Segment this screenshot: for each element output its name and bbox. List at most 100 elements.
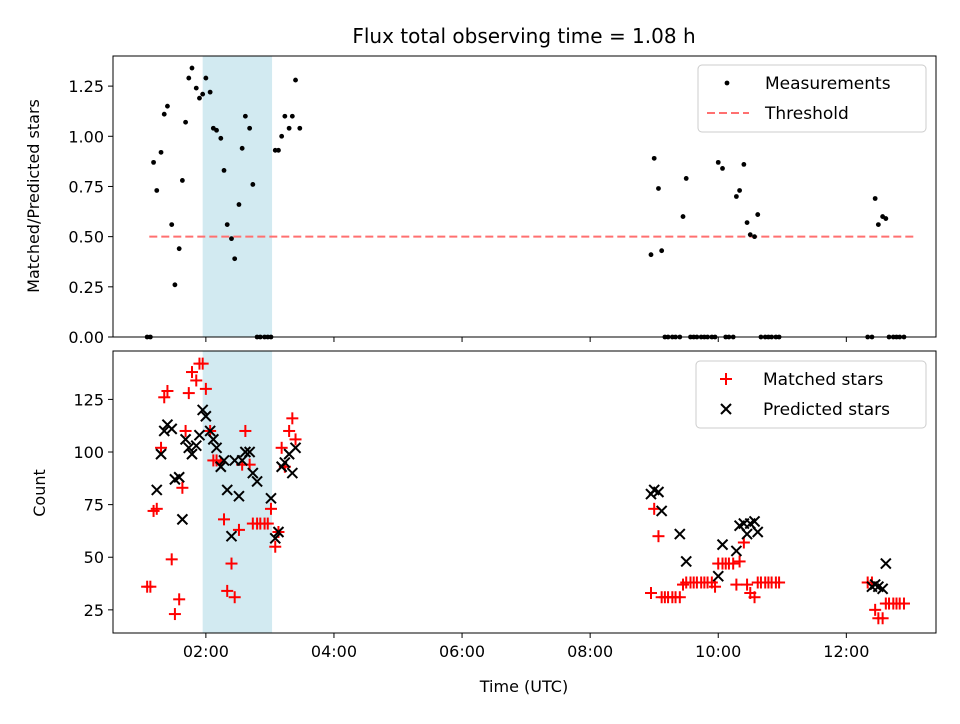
point-predicted-stars — [674, 528, 686, 540]
point-measurements — [183, 119, 188, 125]
point-matched-stars — [158, 391, 171, 404]
point-matched-stars — [239, 424, 252, 437]
point-predicted-stars — [207, 433, 220, 446]
point-measurements — [221, 168, 227, 173]
point-predicted-stars — [151, 484, 163, 496]
point-measurements — [720, 166, 725, 171]
point-measurements — [247, 125, 253, 131]
point-predicted-stars — [196, 404, 209, 416]
x-tick-label: 02:00 — [183, 642, 229, 661]
point-predicted-stars — [173, 471, 185, 483]
point-predicted-stars — [225, 530, 238, 542]
ratio-plot-frame — [112, 55, 937, 338]
point-matched-stars — [185, 366, 198, 379]
y-tick-label: 0.75 — [68, 177, 104, 196]
point-measurements — [158, 149, 164, 155]
point-matched-stars — [225, 557, 238, 570]
point-measurements — [286, 125, 292, 131]
point-measurements — [297, 125, 303, 131]
point-measurements — [659, 248, 665, 254]
point-matched-stars — [165, 553, 178, 566]
point-matched-stars — [161, 384, 174, 397]
point-measurements — [203, 75, 209, 81]
x-tick-label: 06:00 — [439, 642, 485, 661]
point-measurements — [872, 196, 878, 201]
point-measurements — [883, 216, 889, 221]
y-tick-label: 0.00 — [68, 328, 104, 347]
point-predicted-stars — [652, 486, 665, 498]
point-measurements — [656, 186, 661, 191]
point-measurements — [207, 89, 213, 95]
chart-title: Flux total observing time = 1.08 h — [352, 24, 695, 48]
point-predicted-stars — [251, 475, 263, 488]
legend-label-threshold: Threshold — [764, 104, 849, 124]
point-measurements — [683, 176, 689, 181]
point-predicted-stars — [155, 448, 167, 460]
point-measurements — [293, 77, 298, 83]
point-predicted-stars — [748, 515, 761, 528]
point-matched-stars — [264, 502, 277, 515]
point-measurements — [242, 113, 248, 119]
point-matched-stars — [283, 424, 296, 437]
point-measurements — [282, 113, 288, 119]
point-measurements — [239, 145, 245, 151]
y-tick-label: 75 — [84, 496, 104, 515]
highlight-region — [202, 56, 273, 337]
point-matched-stars — [748, 591, 761, 604]
count-panel: 02:00 04:00 06:00 08:00 10:00 12:00 25 50 75 100… — [30, 350, 937, 696]
point-predicted-stars — [265, 492, 277, 505]
point-matched-stars — [228, 591, 241, 604]
point-measurements — [651, 155, 657, 161]
y-tick-label: 125 — [73, 390, 104, 409]
point-predicted-stars — [239, 446, 252, 458]
y-tick-label: 100 — [73, 443, 104, 462]
point-measurements — [229, 236, 234, 242]
point-measurements — [276, 147, 281, 153]
point-predicted-stars — [741, 528, 753, 540]
count-plot-frame — [112, 350, 937, 634]
count-legend: Matched stars Predicted stars — [695, 360, 927, 429]
point-predicted-stars — [243, 446, 256, 458]
point-matched-stars — [897, 597, 910, 610]
y-tick-label: 25 — [84, 601, 104, 620]
x-tick-label: 10:00 — [695, 642, 741, 661]
point-measurements — [176, 246, 182, 252]
point-measurements — [741, 161, 747, 167]
point-matched-stars — [773, 576, 786, 589]
point-matched-stars — [275, 441, 288, 454]
point-matched-stars — [190, 374, 203, 387]
point-measurements — [737, 188, 742, 193]
point-matched-stars — [876, 612, 889, 625]
point-matched-stars — [176, 481, 189, 494]
point-matched-stars — [173, 593, 186, 606]
point-measurements — [169, 222, 175, 228]
y-tick-label: 0.50 — [68, 228, 104, 247]
point-predicted-stars — [752, 526, 764, 538]
y-tick-label: 50 — [84, 548, 104, 567]
point-matched-stars — [652, 530, 665, 543]
x-tick-label: 12:00 — [823, 642, 869, 661]
point-matched-stars — [150, 502, 163, 515]
point-predicted-stars — [179, 433, 192, 446]
point-predicted-stars — [286, 467, 299, 479]
point-matched-stars — [144, 580, 157, 593]
point-measurements — [232, 256, 238, 262]
point-measurements — [200, 91, 206, 97]
point-measurements — [154, 188, 160, 193]
point-measurements — [733, 194, 739, 199]
point-measurements — [189, 65, 195, 71]
point-matched-stars — [644, 587, 657, 600]
legend-label-matched-stars: Matched stars — [763, 370, 883, 390]
point-predicted-stars — [269, 532, 281, 545]
point-measurements — [151, 159, 156, 165]
point-matched-stars — [733, 555, 746, 568]
point-predicted-stars — [166, 423, 178, 435]
point-measurements — [224, 222, 230, 228]
point-matched-stars — [182, 387, 195, 400]
point-predicted-stars — [204, 425, 216, 437]
point-predicted-stars — [730, 545, 743, 557]
point-measurements — [214, 127, 219, 133]
count-legend-box — [695, 360, 927, 429]
point-measurements — [715, 159, 721, 165]
